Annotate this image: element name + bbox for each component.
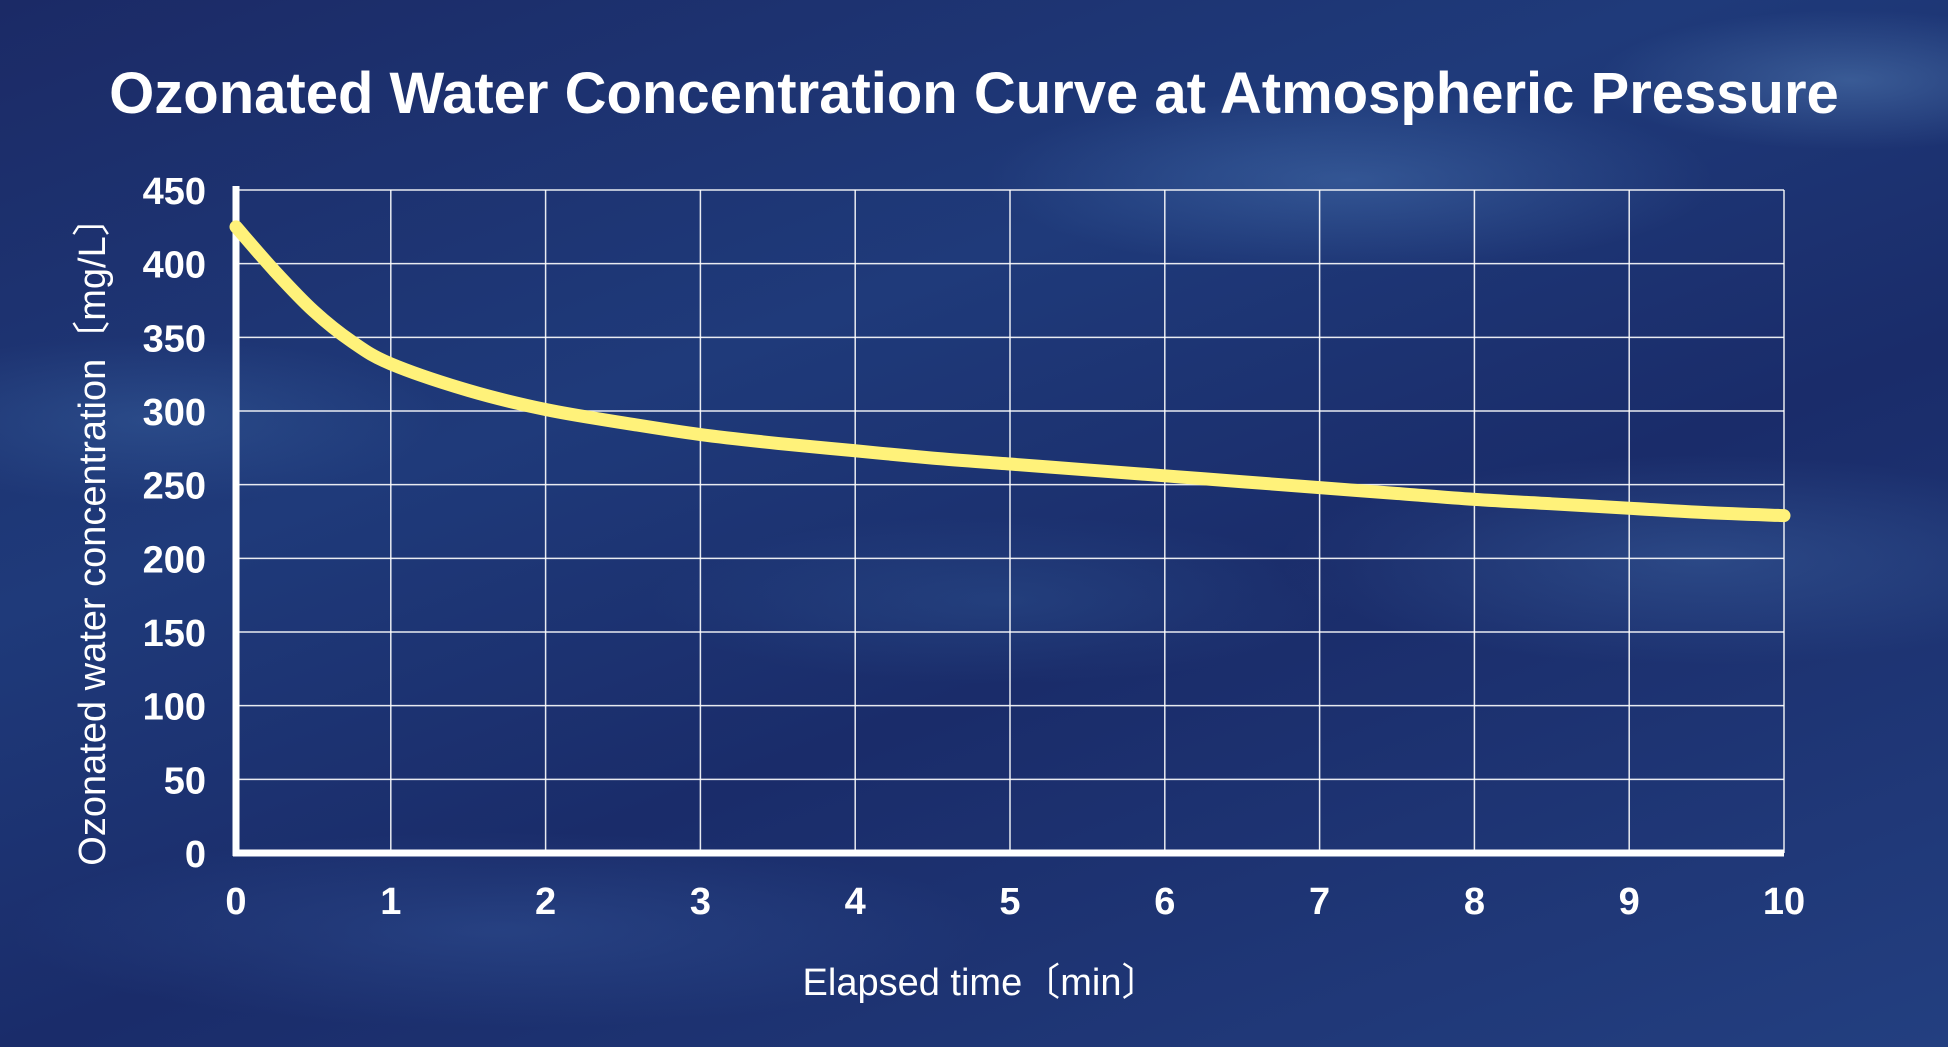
x-tick-label: 8	[1464, 881, 1485, 923]
y-tick-label: 150	[143, 613, 206, 655]
x-tick-label: 1	[380, 881, 401, 923]
y-tick-label: 50	[164, 760, 206, 802]
grid	[236, 189, 1785, 853]
y-tick-label: 350	[143, 318, 206, 360]
axes	[232, 186, 1784, 857]
x-tick-label: 7	[1309, 881, 1330, 923]
x-tick-label: 10	[1763, 881, 1805, 923]
x-tick-label: 4	[845, 881, 866, 923]
y-tick-label: 300	[143, 392, 206, 434]
y-tick-label: 100	[143, 687, 206, 729]
x-tick-label: 5	[999, 881, 1020, 923]
x-tick-label: 0	[225, 881, 246, 923]
y-tick-label: 0	[185, 834, 206, 876]
y-tick-label: 400	[143, 245, 206, 287]
y-tick-label: 200	[143, 539, 206, 581]
concentration-series-line	[229, 220, 1791, 523]
series-group	[229, 220, 1791, 523]
x-tick-labels: 0 1 2 3 4 5 6 7 8 9 10	[225, 881, 1805, 923]
x-axis-label: Elapsed time〔min〕	[803, 962, 1160, 1004]
y-tick-label: 450	[143, 171, 206, 213]
x-tick-label: 9	[1619, 881, 1640, 923]
y-axis-label: Ozonated water concentration〔mg/L〕	[72, 198, 114, 865]
x-tick-label: 2	[535, 881, 556, 923]
y-tick-label: 250	[143, 466, 206, 508]
x-tick-label: 6	[1154, 881, 1175, 923]
y-tick-labels: 0 50 100 150 200 250 300 350 400 450	[143, 171, 206, 876]
x-tick-label: 3	[690, 881, 711, 923]
chart-title: Ozonated Water Concentration Curve at At…	[109, 61, 1839, 126]
